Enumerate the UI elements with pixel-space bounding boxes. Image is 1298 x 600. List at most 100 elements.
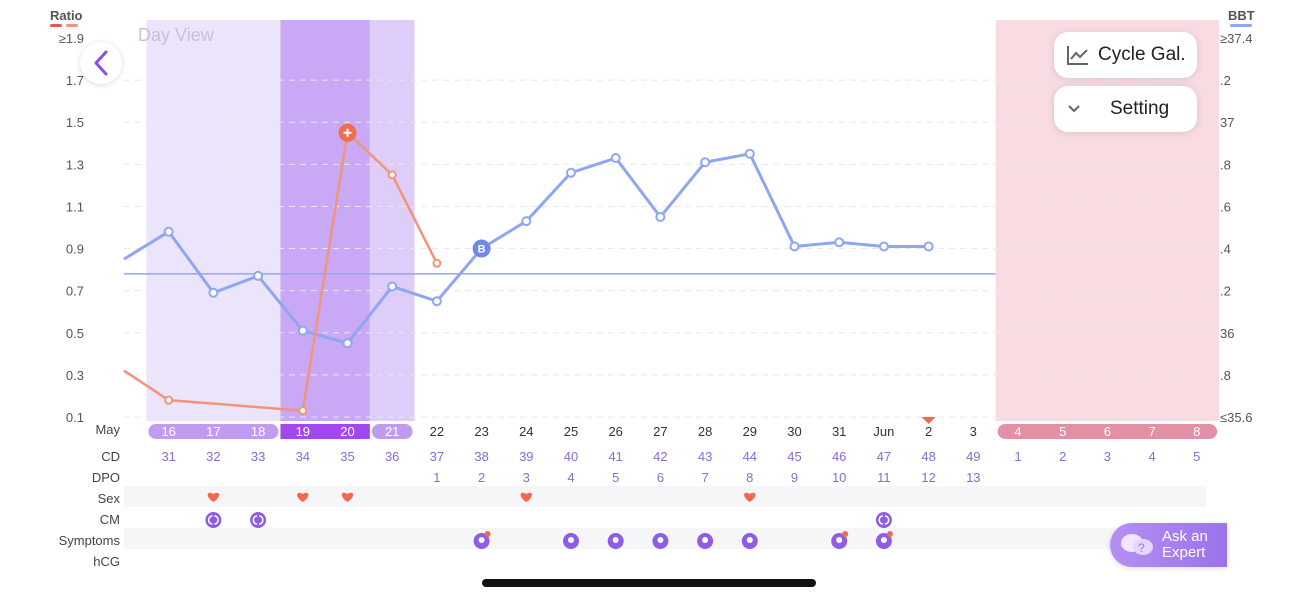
cycle-gallery-button[interactable]: Cycle Gal... [1054, 32, 1197, 78]
date-label[interactable]: 29 [743, 424, 757, 439]
chevron-down-icon [1068, 105, 1080, 113]
date-label[interactable]: 7 [1148, 424, 1155, 439]
bbt-point[interactable] [253, 270, 264, 281]
heart-icon[interactable] [744, 492, 756, 502]
ask-expert-line1: Ask an [1162, 528, 1208, 545]
date-label[interactable]: 5 [1059, 424, 1066, 439]
date-label[interactable]: 24 [519, 424, 533, 439]
symptom-glyph [836, 537, 843, 543]
ratio-axis-title: Ratio [50, 8, 83, 23]
row-label: Sex [98, 491, 121, 506]
bbt-point[interactable] [566, 167, 576, 178]
row-label: hCG [93, 554, 120, 569]
date-label[interactable]: 6 [1104, 424, 1111, 439]
bbt-tick-label: 36 [1220, 326, 1234, 341]
home-indicator[interactable] [482, 579, 816, 587]
cycle-day-value: 44 [743, 449, 757, 464]
ratio-point[interactable] [387, 170, 397, 180]
heart-icon[interactable] [207, 492, 220, 502]
ratio-tick-label: 0.3 [66, 368, 84, 383]
bbt-point[interactable] [744, 148, 755, 159]
bbt-point[interactable] [387, 281, 398, 292]
date-label[interactable]: 21 [385, 424, 399, 439]
ratio-tick-label: 0.9 [66, 242, 84, 257]
back-button[interactable] [80, 42, 122, 84]
heart-icon[interactable] [341, 492, 354, 502]
date-label[interactable]: 19 [296, 424, 310, 439]
bbt-marker-label: B [478, 244, 486, 256]
dpo-value: 13 [966, 470, 980, 485]
bbt-tick-label: .6 [1220, 199, 1231, 214]
date-label[interactable]: 27 [653, 424, 667, 439]
date-label[interactable]: 18 [251, 424, 265, 439]
dpo-value: 3 [523, 470, 530, 485]
date-label[interactable]: 26 [608, 424, 622, 439]
bbt-point[interactable] [431, 296, 442, 307]
bbt-point[interactable] [521, 216, 532, 227]
phase-bands [146, 20, 1220, 421]
bbt-point[interactable] [789, 241, 800, 252]
cycle-day-value: 41 [608, 449, 622, 464]
date-label[interactable]: 8 [1193, 424, 1200, 439]
ratio-tick-label: 1.1 [66, 199, 84, 214]
symptom-glyph [657, 537, 664, 543]
date-label[interactable]: 3 [970, 424, 977, 439]
dpo-value: 2 [478, 470, 485, 485]
setting-button[interactable]: Setting [1054, 86, 1197, 132]
date-label[interactable]: 20 [340, 424, 354, 439]
date-label[interactable]: 28 [698, 424, 712, 439]
bbt-point[interactable] [923, 241, 934, 252]
bbt-marker-point[interactable] [472, 239, 491, 258]
ratio-point[interactable] [298, 406, 308, 416]
row-stripe [124, 486, 1206, 507]
bbt-point[interactable] [610, 153, 621, 164]
symptom-glyph [880, 537, 887, 543]
date-label[interactable]: 4 [1014, 424, 1021, 439]
row-label: DPO [92, 470, 120, 485]
period-date-pill [997, 424, 1218, 439]
dpo-value: 12 [921, 470, 935, 485]
cervical-mucus-icon[interactable] [875, 512, 892, 528]
bbt-point[interactable] [834, 237, 845, 248]
bbt-point[interactable] [655, 211, 666, 222]
ratio-tick-label: 0.1 [66, 410, 84, 425]
dpo-value: 5 [612, 470, 619, 485]
date-label[interactable]: Jun [873, 424, 894, 439]
symptom-glyph [612, 537, 619, 543]
bbt-point[interactable] [878, 241, 889, 252]
date-label[interactable]: 23 [474, 424, 488, 439]
cycle-day-value: 49 [966, 449, 980, 464]
heart-icon[interactable] [297, 492, 309, 502]
cervical-mucus-icon[interactable] [205, 512, 222, 528]
date-label[interactable]: 22 [430, 424, 444, 439]
date-label[interactable]: 31 [832, 424, 846, 439]
symptom-note-dot [842, 531, 849, 537]
ratio-tick-label: ≥1.9 [59, 31, 84, 46]
symptom-glyph [746, 537, 753, 543]
bbt-point[interactable] [297, 325, 308, 336]
dpo-value: 10 [832, 470, 846, 485]
cycle-day-value: 4 [1148, 449, 1155, 464]
date-label[interactable]: 25 [564, 424, 578, 439]
bbt-point[interactable] [700, 157, 711, 168]
row-label: Symptoms [59, 533, 121, 548]
date-label[interactable]: 17 [206, 424, 220, 439]
bbt-point[interactable] [163, 226, 174, 237]
date-label[interactable]: 2 [925, 424, 932, 439]
cycle-day-value: 39 [519, 449, 533, 464]
bbt-point[interactable] [342, 338, 353, 349]
ratio-point[interactable] [432, 258, 442, 268]
heart-icon[interactable] [520, 492, 532, 502]
ratio-point[interactable] [164, 395, 174, 405]
cycle-gallery-label: Cycle Gal... [1098, 44, 1185, 65]
date-label[interactable]: 30 [787, 424, 801, 439]
bbt-point[interactable] [208, 287, 219, 298]
cycle-day-value: 3 [1104, 449, 1111, 464]
ask-expert-button[interactable]: ? Ask an Expert [1110, 523, 1227, 567]
dpo-value: 11 [877, 470, 891, 485]
cycle-day-value: 37 [430, 449, 444, 464]
date-label[interactable]: 16 [161, 424, 175, 439]
cervical-mucus-icon[interactable] [250, 512, 267, 528]
ratio-line [123, 131, 439, 412]
date-row: May 16 17 18 19 20 21 22 23 24 25 26 27 28 29 30 31 Jun 2 3… [95, 417, 1218, 439]
